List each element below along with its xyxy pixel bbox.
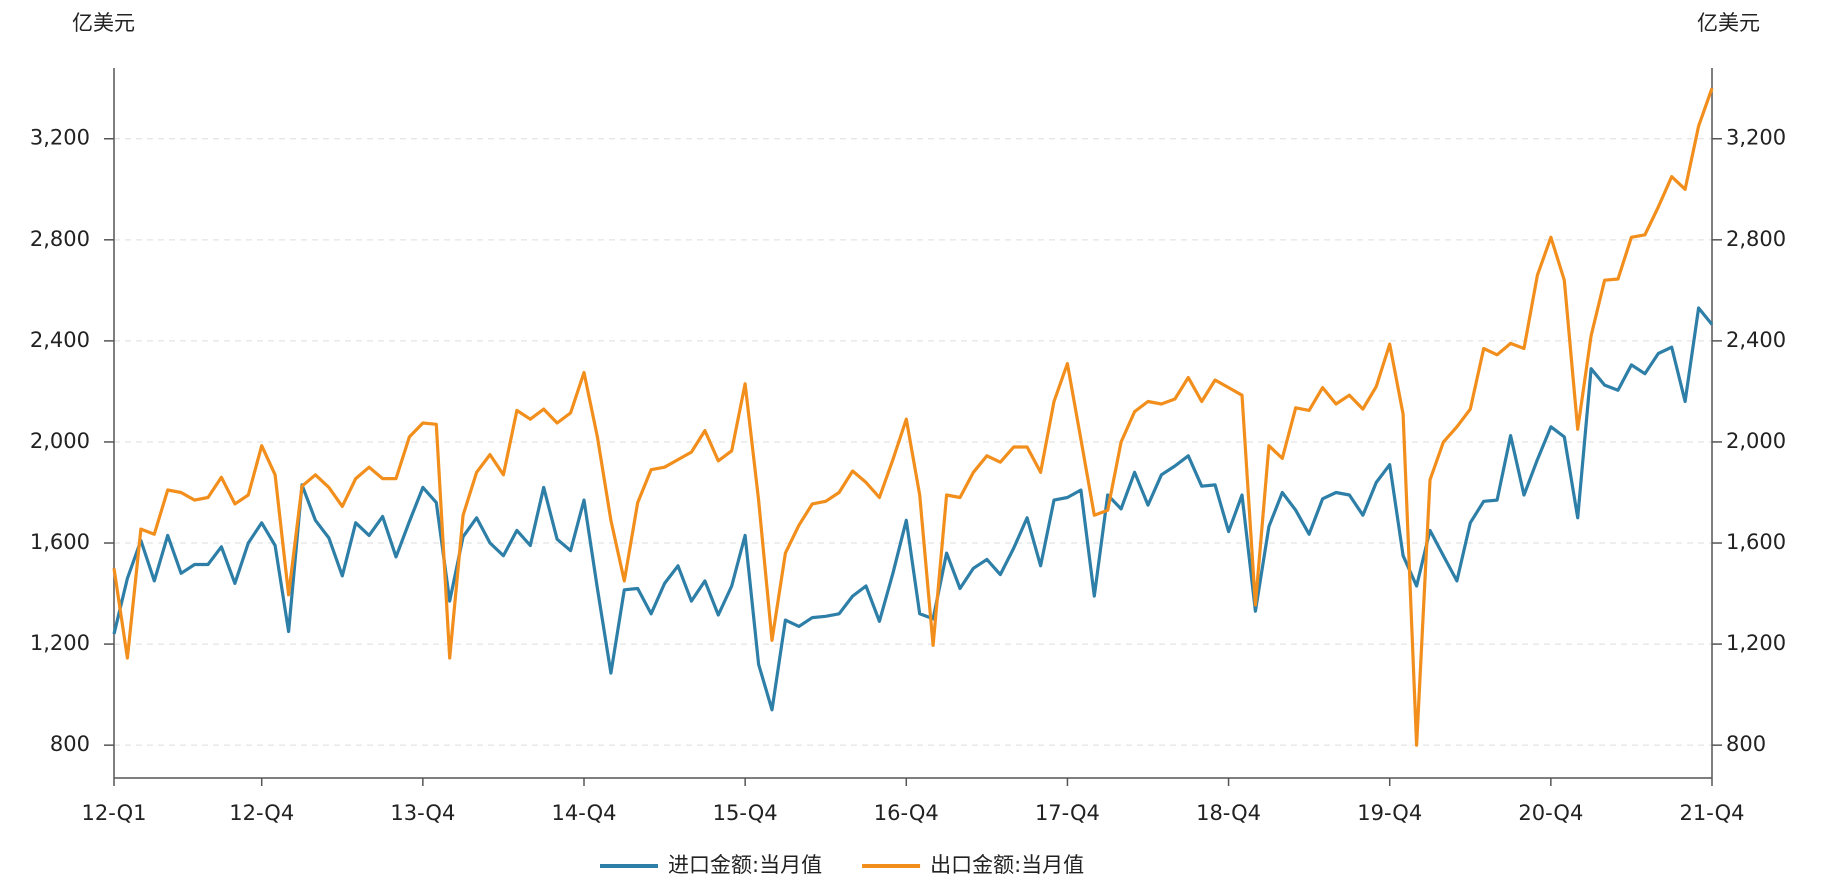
legend-label: 出口金额:当月值 <box>930 853 1084 877</box>
x-tick-label: 12-Q1 <box>82 801 147 825</box>
y-tick-label: 1,200 <box>30 631 90 655</box>
y-axis-unit: 亿美元 <box>72 11 135 35</box>
y2-tick-label: 3,200 <box>1726 126 1786 150</box>
x-tick-label: 17-Q4 <box>1035 801 1100 825</box>
y-tick-label: 2,000 <box>30 429 90 453</box>
x-tick-label: 15-Q4 <box>713 801 778 825</box>
y2-tick-label: 2,000 <box>1726 429 1786 453</box>
y2-axis-unit: 亿美元 <box>1697 11 1760 35</box>
y2-tick-label: 800 <box>1726 732 1766 756</box>
y2-tick-label: 1,200 <box>1726 631 1786 655</box>
y2-tick-label: 2,400 <box>1726 328 1786 352</box>
y2-tick-label: 1,600 <box>1726 530 1786 554</box>
x-tick-label: 19-Q4 <box>1357 801 1422 825</box>
x-tick-label: 18-Q4 <box>1196 801 1261 825</box>
y-tick-label: 2,800 <box>30 227 90 251</box>
legend-label: 进口金额:当月值 <box>668 853 822 877</box>
x-tick-label: 20-Q4 <box>1518 801 1583 825</box>
x-tick-label: 21-Q4 <box>1680 801 1745 825</box>
y2-tick-label: 2,800 <box>1726 227 1786 251</box>
series-line <box>112 306 1714 712</box>
x-tick-label: 12-Q4 <box>229 801 294 825</box>
y-tick-label: 3,200 <box>30 126 90 150</box>
x-tick-label: 14-Q4 <box>552 801 617 825</box>
y-tick-label: 1,600 <box>30 530 90 554</box>
y-tick-label: 800 <box>50 732 90 756</box>
x-tick-label: 13-Q4 <box>390 801 455 825</box>
x-tick-label: 16-Q4 <box>874 801 939 825</box>
y-tick-label: 2,400 <box>30 328 90 352</box>
series-line <box>112 87 1714 747</box>
